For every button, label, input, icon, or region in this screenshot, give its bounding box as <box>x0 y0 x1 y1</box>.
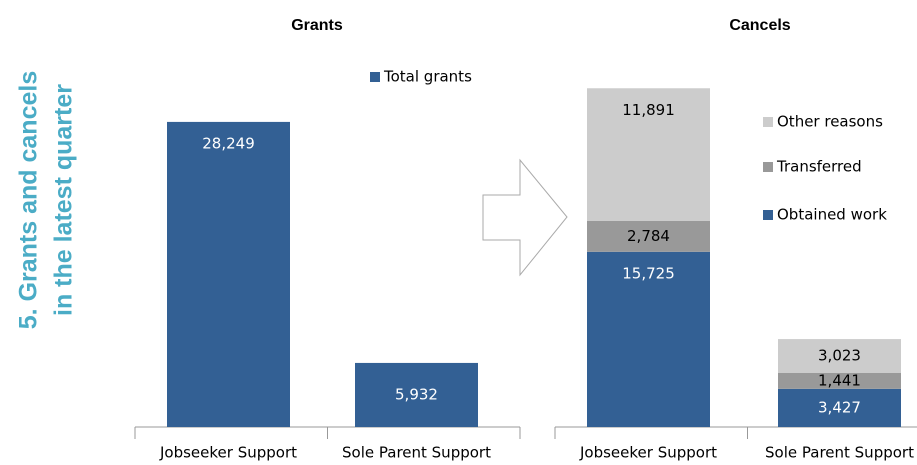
x-tick-label: Sole Parent Support <box>342 444 491 462</box>
legend-label: Other reasons <box>777 113 883 131</box>
legend-label: Transferred <box>776 158 862 176</box>
x-tick-label: Jobseeker Support <box>579 444 717 462</box>
bar <box>587 220 710 252</box>
x-tick-label: Sole Parent Support <box>765 444 914 462</box>
data-label: 5,932 <box>395 385 438 403</box>
legend-swatch <box>763 162 773 172</box>
x-tick-label: Jobseeker Support <box>159 444 297 462</box>
data-label: 3,023 <box>818 346 861 364</box>
bar <box>778 372 901 389</box>
data-label: 11,891 <box>622 101 675 119</box>
side-title: in the latest quarter <box>50 84 78 316</box>
data-label: 28,249 <box>202 134 255 152</box>
data-label: 15,725 <box>622 264 675 282</box>
legend-swatch <box>763 117 773 127</box>
arrow <box>482 158 568 277</box>
bar <box>587 88 710 221</box>
data-label: 2,784 <box>627 227 670 245</box>
bar <box>778 339 901 373</box>
legend-label: Total grants <box>383 68 472 86</box>
side-title: 5. Grants and cancels <box>15 71 43 329</box>
data-label: 3,427 <box>818 398 861 416</box>
legend-swatch <box>370 72 380 82</box>
bar <box>355 362 478 427</box>
data-label: 1,441 <box>818 371 861 389</box>
legend-swatch <box>763 210 773 220</box>
legend-label: Obtained work <box>777 206 887 224</box>
chart-title: Grants <box>291 17 343 34</box>
bar <box>778 388 901 427</box>
bar <box>167 121 290 427</box>
bar <box>587 251 710 427</box>
chart-title: Cancels <box>729 17 790 34</box>
